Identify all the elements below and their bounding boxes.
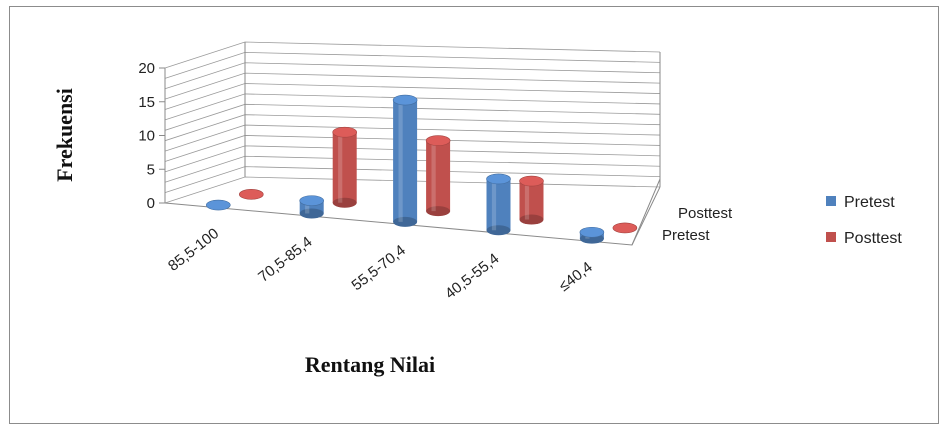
gridline xyxy=(164,62,661,90)
chart-frame xyxy=(9,6,939,424)
depth-axis-labels: Posttest Pretest xyxy=(631,178,733,246)
bar-top xyxy=(612,222,638,234)
y-axis-title: Frekuensi xyxy=(52,88,77,182)
bar-posttest-2 xyxy=(425,135,451,217)
bar-pretest-1 xyxy=(299,195,325,219)
x-axis-title: Rentang Nilai xyxy=(305,352,435,377)
chart-bars xyxy=(206,94,638,244)
bar-top xyxy=(425,135,451,146)
y-tick-label: 0 xyxy=(147,195,155,212)
bar-pretest-2 xyxy=(392,94,418,227)
bar-pretest-4 xyxy=(579,226,605,244)
chart-legend: Pretest Posttest xyxy=(826,194,902,247)
x-tick-label: 55,5-70,4 xyxy=(349,242,409,294)
bar-posttest-0 xyxy=(239,189,264,200)
bar-posttest-1 xyxy=(332,126,358,208)
bar-body xyxy=(486,178,511,231)
x-tick-label: 85,5-100 xyxy=(165,225,222,275)
bar-top xyxy=(392,94,418,106)
bar-base xyxy=(426,206,451,217)
bar-pretest-3 xyxy=(486,173,511,236)
bar-base xyxy=(299,208,324,219)
y-tick-label: 20 xyxy=(138,60,155,77)
bar-base xyxy=(486,225,511,236)
bar-body xyxy=(519,181,544,220)
bar-base xyxy=(519,214,544,225)
bar-body xyxy=(332,132,357,203)
bar-highlight xyxy=(491,178,497,231)
legend-label-pretest: Pretest xyxy=(844,194,895,211)
x-axis-categories: 85,5-100 70,5-85,4 55,5-70,4 40,5-55,4 ≤40,4 xyxy=(165,225,596,303)
bar-body xyxy=(426,140,451,212)
bar-highlight xyxy=(524,181,530,220)
bar-highlight xyxy=(338,132,343,203)
legend-swatch-pretest xyxy=(826,196,836,206)
depth-axis-line xyxy=(631,178,661,246)
bar-top xyxy=(486,173,511,185)
bar-posttest-3 xyxy=(519,175,544,225)
y-tick-label: 10 xyxy=(138,128,155,145)
y-tick-label: 5 xyxy=(147,161,155,178)
bar-highlight xyxy=(398,100,403,222)
bar-top xyxy=(519,175,544,187)
depth-axis-label: Posttest xyxy=(678,205,733,222)
gridline xyxy=(164,51,661,79)
depth-axis-label: Pretest xyxy=(662,227,710,244)
bar-body xyxy=(393,100,418,222)
gridline xyxy=(164,41,661,69)
bar-top xyxy=(206,199,231,211)
bar-highlight xyxy=(431,140,436,212)
bar-posttest-4 xyxy=(612,222,638,234)
bar-highlight xyxy=(305,200,310,214)
x-tick-label: 70,5-85,4 xyxy=(255,233,315,285)
bar-top xyxy=(579,226,605,238)
bar-top xyxy=(239,189,264,200)
y-axis-ticks: 0 5 10 15 20 xyxy=(138,60,165,212)
legend-swatch-posttest xyxy=(826,232,836,242)
y-tick-label: 15 xyxy=(138,94,155,111)
bar-pretest-0 xyxy=(206,199,231,211)
bar-top xyxy=(299,195,325,206)
bar-base xyxy=(393,216,418,227)
legend-label-posttest: Posttest xyxy=(844,230,902,247)
bar-base xyxy=(332,197,357,208)
bar-top xyxy=(332,126,358,138)
x-tick-label: 40,5-55,4 xyxy=(442,250,502,302)
gridline xyxy=(164,72,661,100)
x-tick-label: ≤40,4 xyxy=(556,259,596,295)
